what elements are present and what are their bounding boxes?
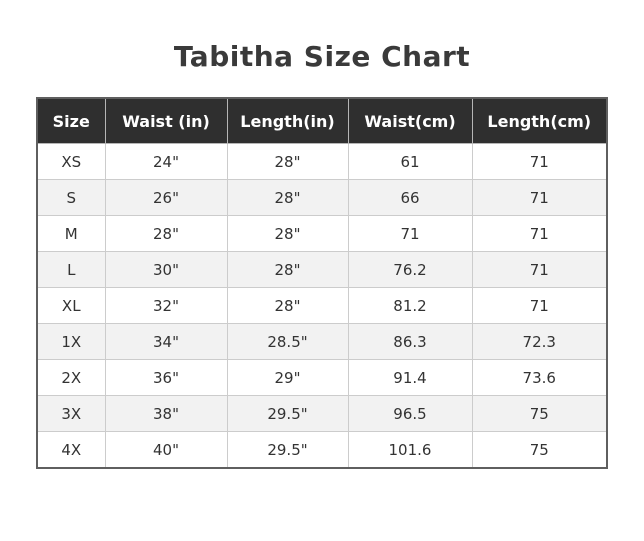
table-cell: 28" [226,287,349,324]
table-row: M 28" 28" 71 71 [36,215,608,252]
table-cell: 81.2 [347,287,473,324]
table-row: 4X 40" 29.5" 101.6 75 [36,431,608,469]
table-cell: 28" [226,179,349,216]
table-row: 2X 36" 29" 91.4 73.6 [36,359,608,396]
column-header-length-in: Length(in) [226,97,349,144]
table-cell: 32" [104,287,228,324]
column-header-length-cm: Length(cm) [471,97,608,144]
table-cell: 28.5" [226,323,349,360]
table-cell: 2X [36,359,106,396]
table-cell: 75 [471,395,608,432]
table-cell: 72.3 [471,323,608,360]
table-cell: 61 [347,143,473,180]
table-cell: 71 [471,179,608,216]
table-cell: 38" [104,395,228,432]
table-cell: XL [36,287,106,324]
table-cell: 29.5" [226,431,349,469]
table-cell: 24" [104,143,228,180]
table-cell: 71 [471,143,608,180]
table-cell: 101.6 [347,431,473,469]
table-cell: 71 [347,215,473,252]
table-cell: 26" [104,179,228,216]
table-row: L 30" 28" 76.2 71 [36,251,608,288]
table-cell: 4X [36,431,106,469]
table-cell: 28" [226,215,349,252]
table-cell: 28" [226,143,349,180]
table-cell: 75 [471,431,608,469]
column-header-waist-in: Waist (in) [104,97,228,144]
table-cell: 1X [36,323,106,360]
table-row: 3X 38" 29.5" 96.5 75 [36,395,608,432]
table-body: XS 24" 28" 61 71 S 26" 28" 66 71 M 28" 28" 71 71 L 30" 28… [36,143,608,469]
table-cell: 71 [471,215,608,252]
table-row: XS 24" 28" 61 71 [36,143,608,180]
table-header: Size Waist (in) Length(in) Waist(cm) Len… [36,97,608,144]
table-cell: 28" [226,251,349,288]
column-header-size: Size [36,97,106,144]
table-row: S 26" 28" 66 71 [36,179,608,216]
page-title: Tabitha Size Chart [173,40,471,73]
column-header-waist-cm: Waist(cm) [347,97,473,144]
table-cell: 73.6 [471,359,608,396]
table-cell: 36" [104,359,228,396]
table-cell: 40" [104,431,228,469]
table-cell: 76.2 [347,251,473,288]
table-cell: 96.5 [347,395,473,432]
table-cell: 3X [36,395,106,432]
table-cell: 71 [471,251,608,288]
table-cell: 30" [104,251,228,288]
table-cell: M [36,215,106,252]
size-chart-table: Size Waist (in) Length(in) Waist(cm) Len… [36,97,608,469]
table-cell: L [36,251,106,288]
table-cell: 66 [347,179,473,216]
table-row: 1X 34" 28.5" 86.3 72.3 [36,323,608,360]
table-cell: 29" [226,359,349,396]
table-cell: XS [36,143,106,180]
table-cell: 86.3 [347,323,473,360]
table-cell: S [36,179,106,216]
table-cell: 28" [104,215,228,252]
table-cell: 91.4 [347,359,473,396]
table-row: XL 32" 28" 81.2 71 [36,287,608,324]
table-cell: 71 [471,287,608,324]
table-cell: 29.5" [226,395,349,432]
header-row: Size Waist (in) Length(in) Waist(cm) Len… [36,97,608,144]
table-cell: 34" [104,323,228,360]
